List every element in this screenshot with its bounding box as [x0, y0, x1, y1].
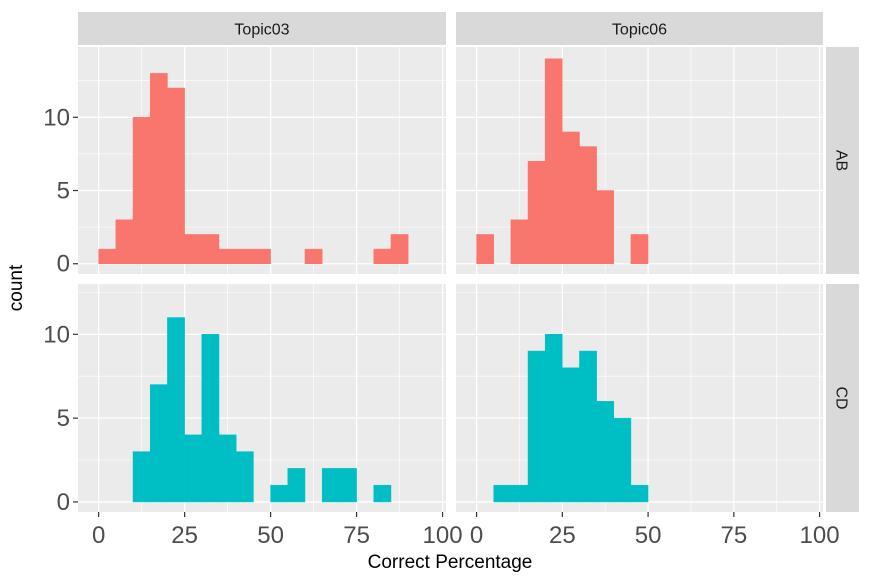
histogram-bar: [201, 234, 220, 264]
strip-label: Topic03: [234, 22, 289, 39]
x-tick-label: 0: [470, 522, 483, 549]
strip-ab: [826, 47, 859, 274]
histogram-bar: [253, 248, 271, 264]
x-axis-title: Correct Percentage: [368, 552, 533, 573]
histogram-bar: [596, 190, 615, 264]
panel-topic03-ab: [78, 47, 446, 274]
histogram-bar: [544, 58, 563, 264]
histogram-bar: [527, 160, 546, 264]
panel-topic06-ab: [456, 47, 823, 274]
histogram-bar: [630, 234, 649, 264]
strip-label: AB: [833, 150, 850, 171]
histogram-bar: [235, 451, 254, 503]
x-tick-label: 25: [549, 522, 576, 549]
histogram-bar: [373, 484, 392, 503]
x-tick-label: 50: [257, 522, 284, 549]
y-tick-label: 5: [57, 405, 70, 432]
histogram-bar: [510, 219, 529, 264]
x-tick-label: 75: [720, 522, 747, 549]
histogram-bar: [184, 434, 203, 503]
histogram-bar: [544, 334, 563, 503]
strips-layer: Topic03 Topic06 AB CD: [78, 12, 859, 512]
histogram-bar: [184, 234, 203, 264]
y-tick-label: 5: [57, 178, 70, 205]
y-tick-label: 10: [43, 104, 70, 131]
y-tick-label: 0: [57, 251, 70, 278]
histogram-bar: [562, 367, 580, 503]
histogram-bar: [270, 484, 289, 503]
histogram-bar: [476, 234, 494, 264]
x-tick-label: 0: [92, 522, 105, 549]
x-tick-label: 100: [423, 522, 463, 549]
histogram-bar: [235, 248, 254, 264]
histogram-bar: [218, 248, 237, 264]
histogram-bar: [510, 484, 529, 503]
histogram-bar: [390, 234, 409, 264]
histogram-bar: [579, 146, 597, 264]
histogram-bar: [201, 334, 220, 503]
histogram-bar: [149, 384, 168, 503]
strip-cd: [826, 284, 859, 512]
y-tick-label: 0: [57, 489, 70, 516]
histogram-bar: [339, 468, 357, 503]
panels-layer: [78, 47, 823, 512]
panel-topic03-cd: [78, 284, 446, 512]
histogram-bar: [132, 451, 151, 503]
histogram-bar: [304, 248, 323, 264]
strip-topic06: [456, 12, 823, 45]
histogram-bar: [373, 248, 392, 264]
y-axis-title: count: [6, 264, 27, 311]
histogram-bar: [218, 434, 237, 503]
histogram-bar: [596, 401, 615, 503]
x-tick-label: 100: [800, 522, 840, 549]
histogram-bar: [132, 117, 151, 264]
x-tick-label: 25: [171, 522, 198, 549]
x-tick-label: 75: [343, 522, 370, 549]
histogram-bar: [115, 219, 134, 264]
histogram-bar: [527, 350, 546, 503]
x-tick-label: 50: [635, 522, 662, 549]
strip-label: Topic06: [612, 22, 667, 39]
histogram-bar: [167, 317, 185, 503]
panel-topic06-cd: [456, 284, 823, 512]
strip-topic03: [78, 12, 446, 45]
histogram-bar: [287, 468, 306, 503]
histogram-bar: [562, 131, 580, 264]
panel-background: [456, 284, 823, 512]
histogram-bar: [630, 484, 649, 503]
histogram-bar: [167, 87, 185, 264]
histogram-bar: [493, 484, 512, 503]
histogram-bar: [321, 468, 340, 503]
histogram-bar: [579, 350, 597, 503]
strip-label: CD: [833, 386, 850, 409]
histogram-bar: [613, 417, 632, 503]
histogram-bar: [98, 248, 117, 264]
histogram-bar: [149, 73, 168, 264]
y-tick-label: 10: [43, 321, 70, 348]
